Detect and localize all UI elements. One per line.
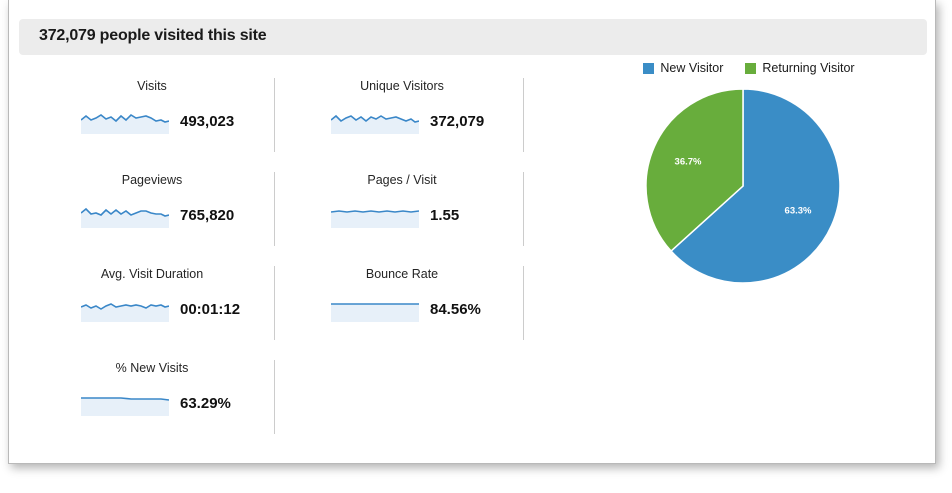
sparkline-chart <box>81 397 169 416</box>
pie-label-returning-visitor: 36.7% <box>675 157 702 168</box>
metric-label: % New Visits <box>115 361 189 375</box>
metric-unique-visitors[interactable]: Unique Visitors 372,079 <box>277 70 527 164</box>
metric-value: 1.55 <box>430 206 460 224</box>
metric-row: Avg. Visit Duration 00:01:12 Bounce Rate <box>19 258 549 352</box>
metric-body: 84.56% <box>277 296 527 322</box>
panel-title-bar: 372,079 people visited this site <box>19 19 927 55</box>
legend-item-new-visitor[interactable]: New Visitor <box>643 61 723 75</box>
metric-value: 63.29% <box>180 394 231 412</box>
column-divider <box>523 78 524 152</box>
legend-item-returning-visitor[interactable]: Returning Visitor <box>745 61 855 75</box>
report-panel: 372,079 people visited this site Visits … <box>8 0 936 464</box>
legend-label: Returning Visitor <box>762 61 855 75</box>
metric-body: 1.55 <box>277 202 527 228</box>
metric-value: 372,079 <box>430 112 485 130</box>
legend-label: New Visitor <box>660 61 724 75</box>
column-divider <box>274 172 275 246</box>
metric-label: Pages / Visit <box>367 173 437 187</box>
column-divider <box>523 266 524 340</box>
pie-chart: 63.3% 36.7% <box>643 86 843 286</box>
metric-value: 493,023 <box>180 112 235 130</box>
metric-body: 63.29% <box>27 390 277 416</box>
metric-label: Bounce Rate <box>365 267 439 281</box>
metric-row: % New Visits 63.29% <box>19 352 549 446</box>
metric-value: 765,820 <box>180 206 235 224</box>
legend-swatch-returning-visitor <box>745 62 757 74</box>
sparkline-chart <box>81 207 169 228</box>
pie-slice-new-visitor[interactable] <box>669 88 841 284</box>
metric-percent-new-visits[interactable]: % New Visits 63.29% <box>27 352 277 446</box>
metric-label: Avg. Visit Duration <box>100 267 204 281</box>
metric-row: Visits 493,023 Unique Visitors <box>19 70 549 164</box>
sparkline-chart <box>331 114 419 134</box>
pie-label-new-visitor: 63.3% <box>785 205 812 216</box>
metric-pageviews[interactable]: Pageviews 765,820 <box>27 164 277 258</box>
metric-body: 493,023 <box>27 108 277 134</box>
column-divider <box>523 172 524 246</box>
metric-pages-per-visit[interactable]: Pages / Visit 1.55 <box>277 164 527 258</box>
metric-bounce-rate[interactable]: Bounce Rate 84.56% <box>277 258 527 352</box>
column-divider <box>274 266 275 340</box>
metric-value: 84.56% <box>430 300 481 318</box>
metric-body: 372,079 <box>277 108 527 134</box>
metric-body: 765,820 <box>27 202 277 228</box>
sparkline-chart <box>81 303 169 322</box>
metric-visits[interactable]: Visits 493,023 <box>27 70 277 164</box>
column-divider <box>274 360 275 434</box>
sparkline-chart <box>81 113 169 134</box>
pie-chart-svg: 63.3% 36.7% <box>645 88 841 284</box>
metric-body: 00:01:12 <box>27 296 277 322</box>
metric-row: Pageviews 765,820 Pages / Visit <box>19 164 549 258</box>
sparkline-chart <box>331 210 419 228</box>
legend-swatch-new-visitor <box>643 62 655 74</box>
page-title: 372,079 people visited this site <box>39 27 267 44</box>
chart-legend: New Visitor Returning Visitor <box>569 61 929 75</box>
sparkline-chart <box>331 303 419 322</box>
metric-label: Unique Visitors <box>360 79 444 93</box>
metric-label: Pageviews <box>121 173 183 187</box>
metric-label: Visits <box>137 79 167 93</box>
metric-value: 00:01:12 <box>180 300 241 318</box>
pie-slice-returning-visitor[interactable] <box>645 88 744 253</box>
column-divider <box>274 78 275 152</box>
visitor-type-chart: New Visitor Returning Visitor 63.3% 36.7… <box>569 55 929 305</box>
metric-avg-visit-duration[interactable]: Avg. Visit Duration 00:01:12 <box>27 258 277 352</box>
metrics-grid: Visits 493,023 Unique Visitors <box>19 70 549 440</box>
